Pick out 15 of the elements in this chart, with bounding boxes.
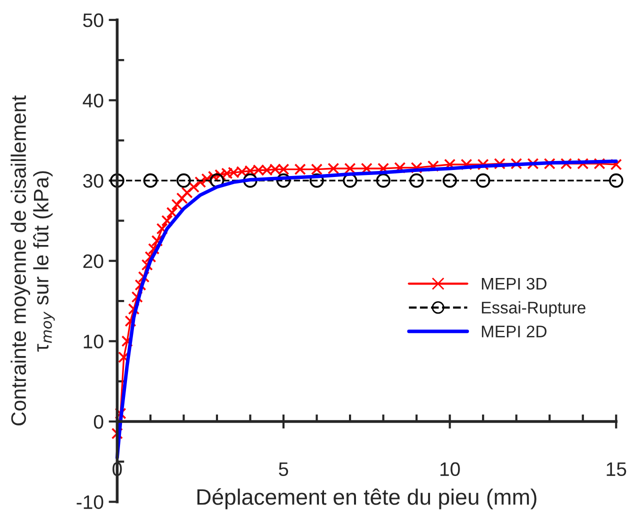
y-tick-label: 40	[82, 94, 104, 108]
y-tick-label: 10	[84, 334, 104, 348]
y-tick-label: 0	[94, 414, 104, 429]
y-tick-label: 20	[83, 254, 104, 268]
x-tick-label: 10	[440, 462, 460, 476]
y-tick-label: 50	[83, 13, 104, 28]
x-axis-title: Déplacement en tête du pieu (mm)	[197, 488, 536, 510]
legend-label: Essai-Rupture	[482, 301, 586, 317]
y-axis-title: Contrainte moyenne de cisaillement τ$_{moy}$ sur le fût (kPa)	[10, 95, 55, 426]
y-tick-label: 30	[83, 174, 104, 188]
y-tick-label: -10	[76, 495, 104, 510]
x-tick-label: 15	[606, 462, 626, 476]
legend-label: MEPI 3D	[482, 278, 546, 290]
x-tick-label: 5	[278, 462, 288, 476]
legend-label: MEPI 2D	[482, 326, 546, 338]
